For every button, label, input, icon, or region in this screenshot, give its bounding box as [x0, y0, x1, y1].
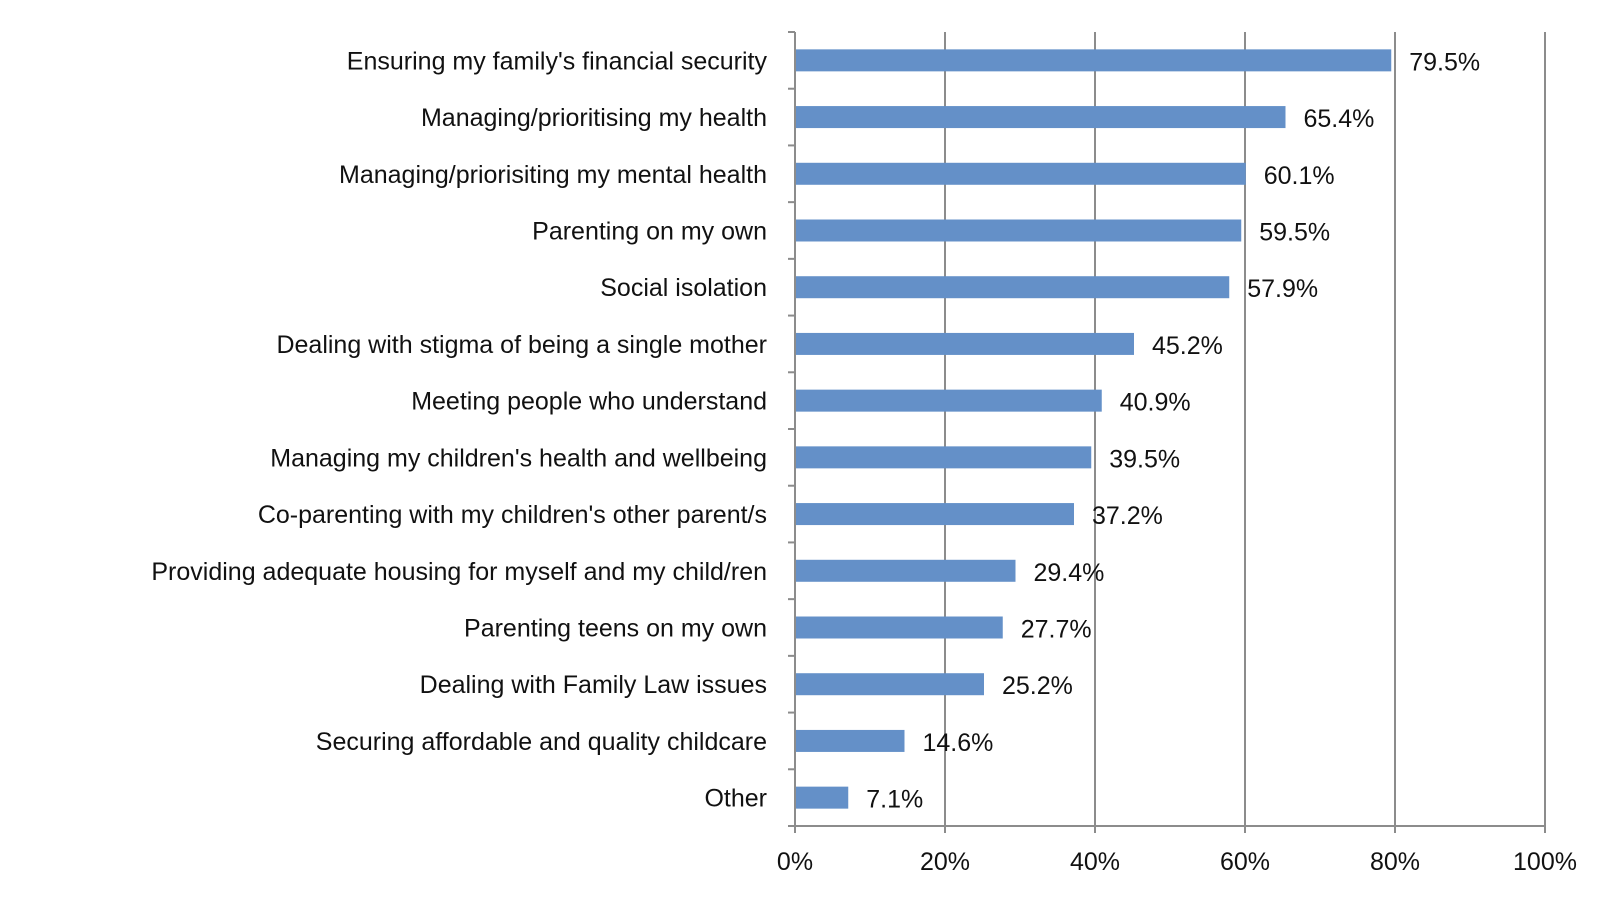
category-label: Parenting teens on my own: [464, 615, 767, 643]
category-label: Social isolation: [600, 274, 767, 302]
category-label: Other: [704, 785, 767, 813]
x-tick-label: 60%: [1220, 848, 1270, 876]
bar-7: [796, 446, 1092, 469]
data-label: 27.7%: [1021, 616, 1092, 644]
bar-3: [796, 219, 1242, 242]
axes: [788, 31, 1546, 833]
data-label: 39.5%: [1109, 445, 1180, 473]
category-label: Managing/prioritising my health: [421, 104, 767, 132]
x-tick-label: 0%: [777, 848, 813, 876]
bar-5: [796, 332, 1134, 355]
bar-13: [796, 786, 849, 809]
data-label: 57.9%: [1247, 275, 1318, 303]
data-label: 37.2%: [1092, 502, 1163, 530]
x-tick-label: 100%: [1513, 848, 1577, 876]
category-label: Parenting on my own: [532, 218, 767, 246]
category-label: Managing my children's health and wellbe…: [270, 444, 767, 472]
bar-9: [796, 559, 1016, 582]
category-label: Providing adequate housing for myself an…: [151, 558, 767, 586]
data-label: 14.6%: [923, 729, 994, 757]
category-label: Ensuring my family's financial security: [347, 47, 768, 75]
data-label: 65.4%: [1304, 105, 1375, 133]
category-label: Dealing with Family Law issues: [420, 671, 767, 699]
bar-0: [796, 49, 1392, 72]
bar-1: [796, 106, 1286, 129]
data-label: 29.4%: [1034, 559, 1105, 587]
data-label: 79.5%: [1409, 48, 1480, 76]
data-label: 60.1%: [1264, 162, 1335, 190]
bar-12: [796, 729, 905, 752]
bar-6: [796, 389, 1102, 412]
bar-2: [796, 162, 1246, 185]
category-label: Securing affordable and quality childcar…: [316, 728, 767, 756]
bars: [796, 49, 1392, 809]
category-label: Managing/priorisiting my mental health: [339, 161, 767, 189]
category-label: Dealing with stigma of being a single mo…: [276, 331, 767, 359]
data-label: 59.5%: [1259, 219, 1330, 247]
data-label: 40.9%: [1120, 389, 1191, 417]
bar-11: [796, 673, 984, 696]
labels: Ensuring my family's financial security 7…: [151, 47, 1577, 876]
bar-4: [796, 276, 1230, 299]
x-tick-label: 20%: [920, 848, 970, 876]
data-label: 7.1%: [866, 786, 923, 814]
bar-10: [796, 616, 1003, 639]
x-tick-label: 40%: [1070, 848, 1120, 876]
data-label: 25.2%: [1002, 672, 1073, 700]
data-label: 45.2%: [1152, 332, 1223, 360]
x-tick-label: 80%: [1370, 848, 1420, 876]
category-label: Co-parenting with my children's other pa…: [258, 501, 767, 529]
bar-8: [796, 503, 1074, 526]
category-label: Meeting people who understand: [411, 388, 767, 416]
gridlines: [944, 32, 1546, 826]
